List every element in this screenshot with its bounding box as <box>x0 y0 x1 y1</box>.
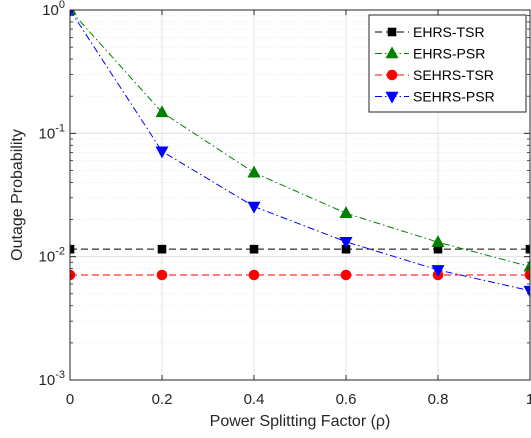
legend-label-ehrs-psr: EHRS-PSR <box>413 46 485 62</box>
y-tick-label: 10-3 <box>39 369 65 389</box>
data-point-sehrs-psr <box>431 265 445 278</box>
axis-ticks <box>69 9 531 381</box>
data-point-ehrs-tsr <box>249 244 259 254</box>
legend-label-ehrs-tsr: EHRS-TSR <box>413 24 485 40</box>
x-tick-label: 0.8 <box>428 391 449 408</box>
x-tick-label: 0.2 <box>152 391 173 408</box>
data-point-sehrs-psr <box>523 285 530 298</box>
plot-frame <box>69 9 531 381</box>
data-point-ehrs-psr <box>247 165 261 178</box>
legend-marker-ehrs-tsr <box>387 27 397 37</box>
x-tick-labels: 0 0.2 0.4 0.6 0.8 1 <box>66 391 531 408</box>
y-tick-label: 100 <box>42 0 65 19</box>
legend-label-sehrs-psr: SEHRS-PSR <box>413 89 495 105</box>
data-point-sehrs-psr <box>70 10 74 18</box>
data-point-sehrs-tsr <box>248 269 260 281</box>
x-axis-title: Power Splitting Factor (ρ) <box>210 413 391 430</box>
x-tick-label: 0.6 <box>336 391 357 408</box>
y-tick-label: 10-1 <box>39 122 65 142</box>
data-point-sehrs-tsr <box>156 269 168 281</box>
data-point-ehrs-tsr <box>525 244 530 254</box>
series-line-sehrs-psr <box>70 10 530 292</box>
data-point-sehrs-tsr <box>340 269 352 281</box>
y-tick-labels: 100 10-1 10-2 10-3 <box>39 0 65 389</box>
x-tick-label: 1 <box>526 391 531 408</box>
data-point-ehrs-psr <box>339 206 353 219</box>
legend-marker-sehrs-psr <box>385 91 399 104</box>
series-line-ehrs-psr <box>70 10 530 268</box>
series-layer <box>70 10 530 298</box>
legend-marker-ehrs-psr <box>385 46 399 59</box>
data-point-ehrs-tsr <box>70 244 75 254</box>
y-tick-label: 10-2 <box>39 246 65 266</box>
legend-marker-sehrs-tsr <box>386 69 398 81</box>
data-point-ehrs-tsr <box>157 244 167 254</box>
data-point-ehrs-psr <box>431 235 445 248</box>
data-point-sehrs-psr <box>247 201 261 214</box>
data-point-sehrs-psr <box>155 146 169 159</box>
data-point-sehrs-tsr <box>524 269 530 281</box>
data-point-sehrs-psr <box>339 236 353 249</box>
x-tick-label: 0.4 <box>244 391 265 408</box>
x-tick-label: 0 <box>66 391 74 408</box>
data-point-sehrs-tsr <box>70 269 76 281</box>
legend-label-sehrs-tsr: SEHRS-TSR <box>413 67 494 83</box>
legend: EHRS-TSR EHRS-PSR SEHRS-TSR SEHRS-PSR <box>368 14 527 113</box>
data-point-ehrs-psr <box>155 105 169 118</box>
y-axis-title: Outage Probability <box>9 129 26 261</box>
